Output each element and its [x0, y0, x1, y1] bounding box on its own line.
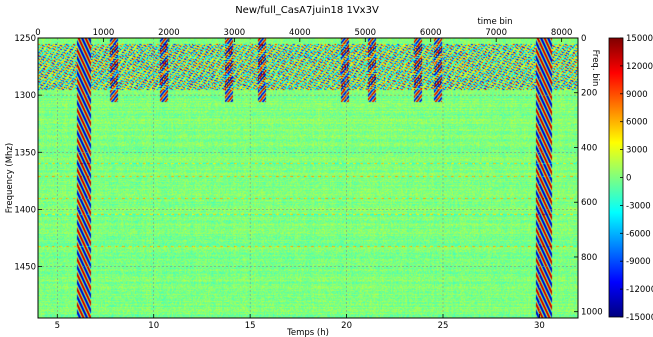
colorbar-ticks: 15000 12000 9000 6000 3000 0 -3000 -6000 -9000 -1… — [620, 34, 653, 323]
top-tick-label: 4000 — [289, 28, 311, 38]
y-tick-label: 1450 — [14, 263, 36, 273]
y-tick-label: 1300 — [14, 91, 36, 101]
colorbar-tick-label: -9000 — [626, 257, 651, 267]
plot-frame — [37, 37, 579, 319]
top-tick-label: 6000 — [420, 28, 442, 38]
colorbar-tick-label: 0 — [626, 174, 631, 184]
right-tick-label: 1000 — [581, 308, 603, 318]
top-axis-label: time bin — [477, 17, 512, 27]
colorbar-tick-label: 6000 — [626, 118, 648, 128]
x-tick-label: 15 — [245, 321, 256, 331]
colorbar-tick-label: 15000 — [626, 34, 653, 44]
y-axis-label: Frequency (Mhz) — [5, 143, 15, 213]
plot-area — [37, 37, 579, 319]
x-tick-label: 20 — [341, 321, 352, 331]
x-axis-ticks: 5 10 15 20 25 30 — [55, 314, 545, 331]
x-axis-label: Temps (h) — [286, 328, 329, 337]
chart-title: New/full_CasA7juin18 1Vx3V — [235, 5, 379, 16]
right-tick-label: 0 — [581, 34, 586, 44]
top-tick-label: 7000 — [485, 28, 507, 38]
colorbar-tick-label: -12000 — [626, 285, 653, 295]
top-tick-label: 3000 — [224, 28, 246, 38]
colorbar-tick-label: -6000 — [626, 229, 651, 239]
top-tick-label: 8000 — [551, 28, 573, 38]
colorbar-tick-label: 3000 — [626, 146, 648, 156]
colorbar-tick-label: 12000 — [626, 62, 653, 72]
top-axis-ticks: 0 1000 2000 3000 4000 5000 6000 7000 8000 — [35, 28, 572, 42]
x-tick-label: 30 — [534, 321, 545, 331]
x-tick-label: 25 — [438, 321, 449, 331]
top-tick-label: 5000 — [354, 28, 376, 38]
top-tick-label: 2000 — [158, 28, 180, 38]
colorbar: 15000 12000 9000 6000 3000 0 -3000 -6000 -9000 -1… — [608, 34, 653, 323]
colorbar-tick-label: -15000 — [626, 313, 653, 323]
right-tick-label: 400 — [581, 143, 597, 153]
y-tick-label: 1350 — [14, 148, 36, 158]
heatmap-image — [38, 38, 578, 318]
colorbar-tick-label: 9000 — [626, 90, 648, 100]
right-tick-label: 200 — [581, 89, 597, 99]
top-tick-label: 1000 — [93, 28, 115, 38]
right-tick-label: 800 — [581, 253, 597, 263]
y-tick-label: 1400 — [14, 205, 36, 215]
colorbar-tick-label: -3000 — [626, 201, 651, 211]
x-tick-label: 5 — [55, 321, 60, 331]
y-axis-ticks: 1250 1300 1350 1400 1450 — [14, 34, 42, 273]
right-axis-ticks: 0 200 400 600 800 1000 — [574, 34, 603, 318]
right-tick-label: 600 — [581, 198, 597, 208]
top-tick-label: 0 — [35, 28, 40, 38]
x-tick-label: 10 — [148, 321, 159, 331]
y-tick-label: 1250 — [14, 34, 36, 44]
right-axis-label: Freq. bin — [590, 50, 600, 87]
